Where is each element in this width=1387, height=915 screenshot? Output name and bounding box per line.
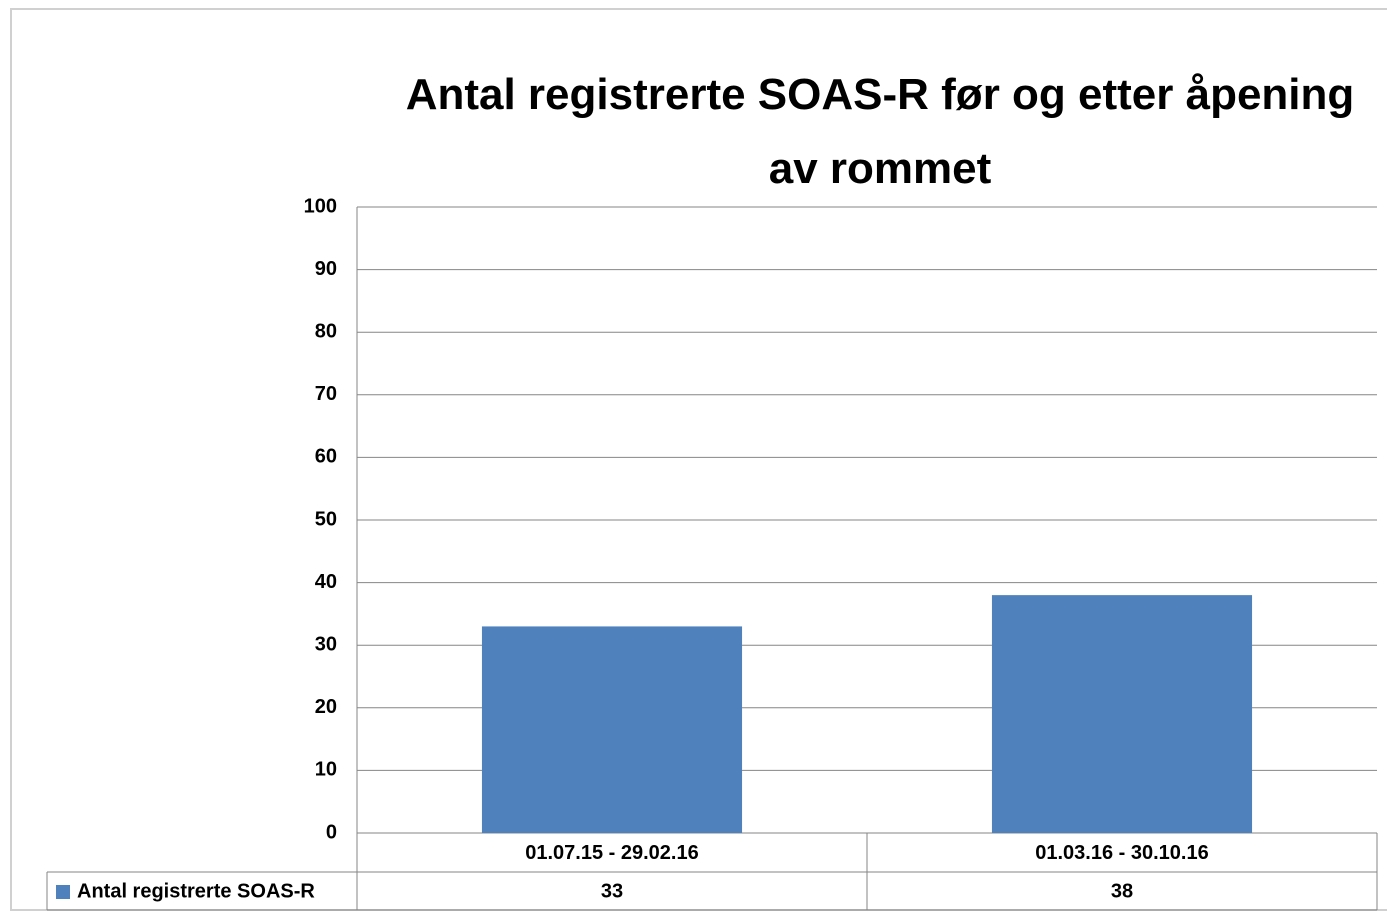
y-tick-label: 100 (304, 195, 337, 217)
bar (991, 595, 1253, 833)
x-tick-label: 01.07.15 - 29.02.16 (525, 842, 698, 864)
table-value: 38 (1111, 880, 1133, 902)
y-tick-label: 70 (315, 383, 337, 405)
y-tick-label: 80 (315, 320, 337, 342)
y-tick-label: 30 (315, 633, 337, 655)
y-tick-label: 40 (315, 571, 337, 593)
y-tick-label: 20 (315, 696, 337, 718)
chart-title: Antal registrerte SOAS-R før og etter åp… (405, 70, 1355, 193)
y-tick-label: 10 (315, 759, 337, 781)
legend-swatch (56, 885, 70, 899)
table-value: 33 (601, 880, 623, 902)
y-tick-label: 50 (315, 508, 337, 530)
y-tick-label: 90 (315, 258, 337, 280)
legend-label: Antal registrerte SOAS-R (77, 880, 315, 902)
y-tick-label: 0 (326, 821, 337, 843)
bar (481, 626, 743, 833)
x-tick-label: 01.03.16 - 30.10.16 (1035, 842, 1208, 864)
y-tick-label: 60 (315, 446, 337, 468)
